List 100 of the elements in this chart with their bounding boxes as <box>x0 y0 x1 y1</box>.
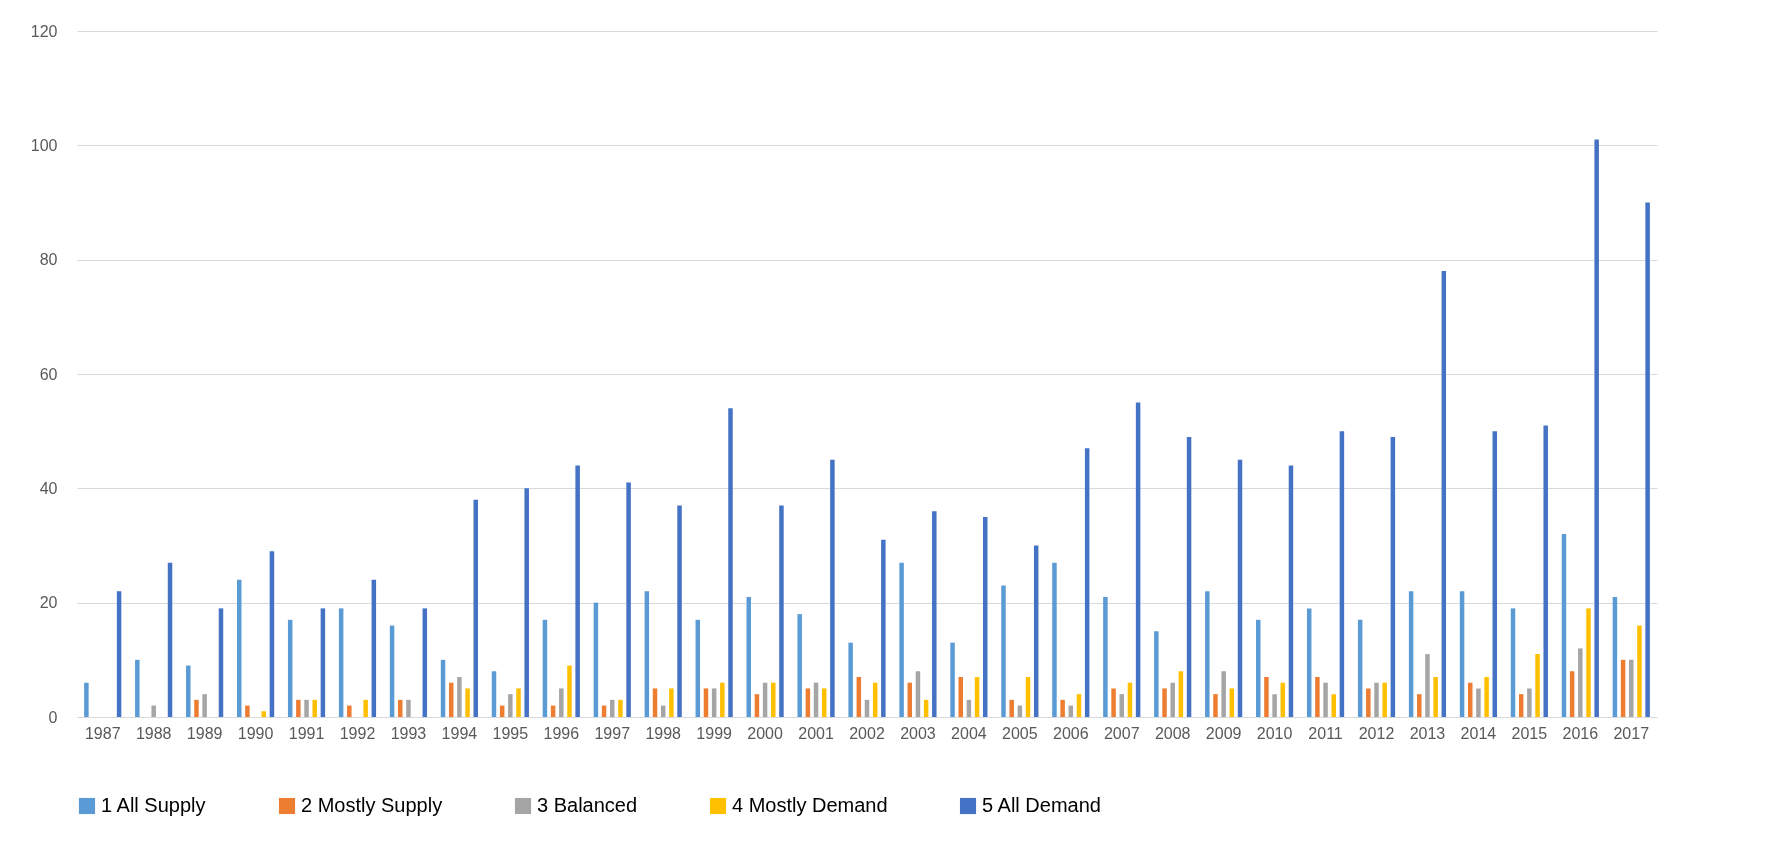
legend-label: 4 Mostly Demand <box>732 794 888 816</box>
bar <box>932 511 937 717</box>
bar <box>958 676 963 717</box>
bar <box>1637 625 1642 717</box>
bar <box>771 682 776 717</box>
x-tick-label: 1991 <box>288 724 325 742</box>
bar <box>1154 631 1159 717</box>
bar <box>194 699 199 717</box>
bar <box>821 688 827 717</box>
bar <box>261 711 267 717</box>
bar <box>1315 676 1320 717</box>
bar <box>618 699 623 717</box>
x-tick-label: 2012 <box>1358 724 1395 742</box>
bar <box>524 488 529 717</box>
bar <box>950 642 955 717</box>
x-tick-label: 2015 <box>1511 724 1548 742</box>
x-tick-label: 2005 <box>1002 724 1038 742</box>
y-tick-label: 40 <box>39 479 58 497</box>
bar <box>881 539 886 717</box>
bar <box>1162 688 1167 717</box>
bar <box>1264 676 1269 717</box>
bar <box>720 682 725 717</box>
bar <box>1170 682 1175 717</box>
x-tick-label: 1988 <box>135 724 172 742</box>
bar <box>703 688 709 717</box>
bar <box>347 705 352 717</box>
bar <box>1374 682 1379 717</box>
bar <box>186 665 191 717</box>
y-tick-label: 20 <box>39 594 58 612</box>
bar <box>516 688 521 717</box>
bar <box>1323 682 1328 717</box>
bar <box>1229 688 1235 717</box>
x-tick-label: 2004 <box>951 724 987 742</box>
bar <box>1213 694 1218 717</box>
bar <box>202 694 207 717</box>
x-tick-label: 1989 <box>186 724 223 742</box>
bar <box>652 688 658 717</box>
bar <box>406 699 411 717</box>
bar <box>1535 654 1540 717</box>
bar <box>457 676 462 717</box>
bar <box>1484 676 1489 717</box>
bar <box>1009 699 1014 717</box>
bar <box>626 482 631 717</box>
x-tick-label: 1992 <box>339 724 376 742</box>
bar <box>398 699 403 717</box>
bar <box>899 562 904 717</box>
x-tick-label: 1987 <box>84 724 121 742</box>
x-tick-label: 1994 <box>441 724 478 742</box>
y-tick-label: 100 <box>30 136 58 154</box>
bar <box>1256 619 1261 717</box>
bar <box>1543 425 1548 717</box>
bar <box>1103 596 1108 717</box>
bar <box>1476 688 1481 717</box>
x-tick-label: 2011 <box>1308 724 1343 742</box>
bar <box>567 665 572 717</box>
bar <box>304 699 309 717</box>
x-tick-label: 2006 <box>1053 724 1089 742</box>
bar <box>830 459 835 717</box>
bar <box>797 614 802 717</box>
bar <box>575 465 580 717</box>
bar <box>559 688 564 717</box>
bar <box>508 694 513 717</box>
bar <box>1052 562 1057 717</box>
bar <box>151 705 156 717</box>
bar <box>363 699 368 717</box>
bar <box>1417 694 1422 717</box>
bar <box>1111 688 1116 717</box>
legend-label: 5 All Demand <box>982 794 1101 816</box>
bar <box>84 682 89 717</box>
bar <box>465 688 470 717</box>
bar <box>245 705 250 717</box>
y-tick-label: 60 <box>39 365 58 383</box>
x-tick-label: 2002 <box>849 724 885 742</box>
bar <box>779 505 784 717</box>
bar <box>1629 659 1634 717</box>
x-tick-label: 1997 <box>594 724 631 742</box>
bar <box>1645 202 1650 717</box>
legend-label: 1 All Supply <box>101 794 206 816</box>
x-tick-label: 1993 <box>390 724 427 742</box>
bar <box>848 642 853 717</box>
bar <box>473 499 478 717</box>
x-tick-label: 2007 <box>1103 724 1140 742</box>
x-tick-label: 2014 <box>1460 724 1497 742</box>
bar <box>1221 671 1226 717</box>
x-tick-label: 1995 <box>492 724 529 742</box>
bar <box>728 408 733 717</box>
x-tick-label: 2017 <box>1613 724 1650 742</box>
bar <box>711 688 717 717</box>
bar <box>1060 699 1065 717</box>
x-tick-label: 1999 <box>696 724 733 742</box>
x-tick-label: 1998 <box>645 724 682 742</box>
bar <box>1331 694 1336 717</box>
x-tick-label: 2010 <box>1256 724 1293 742</box>
x-tick-label: 2016 <box>1562 724 1599 742</box>
bar <box>1382 682 1387 717</box>
bar <box>1366 688 1371 717</box>
legend-label: 2 Mostly Supply <box>301 794 443 816</box>
x-tick-label: 1990 <box>237 724 274 742</box>
bar <box>1594 139 1599 717</box>
bar <box>1586 608 1591 717</box>
